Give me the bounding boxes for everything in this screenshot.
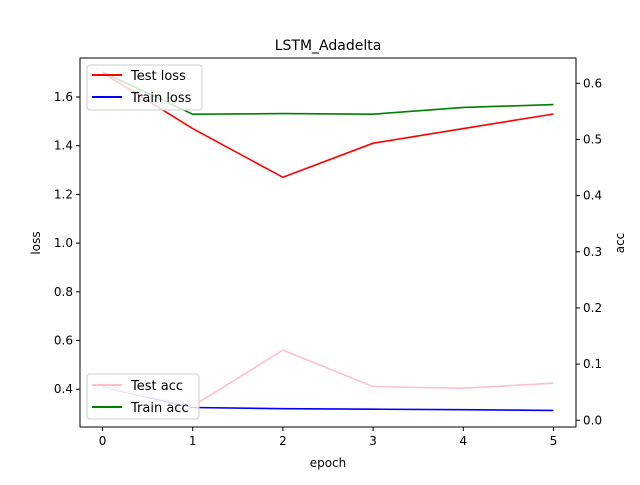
- y-tick-label-left: 1.4: [54, 139, 73, 153]
- y-ticks-left: 0.4 0.6 0.8 1.0 1.2 1.4 1.6: [54, 90, 80, 396]
- y-axis-label-left: loss: [29, 231, 43, 254]
- series-layer: [102, 71, 554, 412]
- x-tick-label: 1: [189, 434, 197, 448]
- x-tick-label: 3: [369, 434, 377, 448]
- legend-train-acc-label: Train acc: [130, 401, 189, 416]
- y-tick-label-left: 1.6: [54, 90, 73, 104]
- y-ticks-right: 0.0 0.1 0.2 0.3 0.4 0.5 0.6: [576, 76, 602, 427]
- y-tick-label-right: 0.4: [583, 189, 602, 203]
- y-tick-label-right: 0.2: [583, 301, 602, 315]
- legend-test-acc-label: Test acc: [130, 379, 183, 394]
- legend-lower: Test acc Train acc: [86, 373, 200, 420]
- plot-frame: [79, 57, 577, 428]
- x-axis-label: epoch: [310, 456, 347, 470]
- y-tick-label-right: 0.3: [583, 245, 602, 259]
- x-tick-label: 0: [99, 434, 107, 448]
- legend-upper: Test loss Train loss: [86, 64, 203, 111]
- y-tick-label-right: 0.6: [583, 76, 602, 90]
- legend-upper-box: [86, 64, 203, 111]
- x-tick-label: 2: [279, 434, 287, 448]
- x-tick-label: 5: [550, 434, 558, 448]
- chart-title: LSTM_Adadelta: [275, 38, 382, 54]
- series-line-test-loss: [102, 71, 554, 179]
- y-tick-label-left: 1.0: [54, 236, 73, 250]
- legend-train-loss-label: Train loss: [130, 91, 192, 106]
- x-tick-label: 4: [459, 434, 467, 448]
- y-tick-label-left: 0.8: [54, 285, 73, 299]
- y-tick-label-left: 0.4: [54, 382, 73, 396]
- y-tick-label-right: 0.0: [583, 413, 602, 427]
- y-tick-label-left: 0.6: [54, 334, 73, 348]
- y-tick-label-right: 0.1: [583, 357, 602, 371]
- y-axis-label-right: acc: [613, 233, 627, 254]
- x-ticks: 0 1 2 3 4 5: [99, 427, 558, 448]
- legend-test-loss-label: Test loss: [130, 69, 186, 84]
- y-tick-label-right: 0.5: [583, 132, 602, 146]
- y-tick-label-left: 1.2: [54, 187, 73, 201]
